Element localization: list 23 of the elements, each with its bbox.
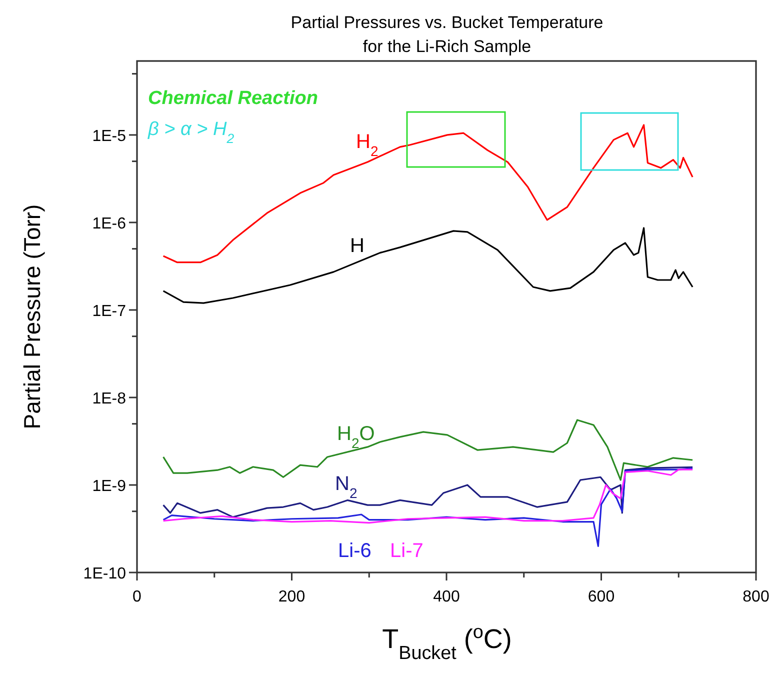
chart-title: Partial Pressures vs. Bucket Temperature for the Li-Rich Sample (290, 13, 604, 56)
annotation: β > α > H$_{2}$ (147, 119, 235, 146)
series-label: H$_{2}$O (337, 423, 375, 451)
x-tick-label: 400 (433, 588, 460, 606)
y-tick-label: 1E-10 (83, 566, 126, 582)
series-label: Li-7 (390, 540, 424, 562)
y-tick-label: 1E-9 (92, 478, 126, 495)
x-tick-label: 200 (278, 588, 306, 606)
y-tick-label: 1E-7 (92, 302, 126, 320)
y-tick-label: 1E-8 (92, 390, 126, 408)
x-tick-label: 800 (742, 588, 770, 606)
annotation: Chemical Reaction (148, 88, 318, 109)
line-series (162, 227, 694, 304)
y-tick-label: 1E-6 (92, 215, 126, 232)
series-label: Li-6 (338, 540, 372, 562)
y-axis-title: Partial Pressure (Torr) (19, 204, 45, 430)
x-axis-title: T$_{Bucket}$ ($^{o}$C) (382, 622, 512, 664)
series-label: N$_{2}$ (335, 473, 358, 501)
series-label: H$_{2}$ (356, 131, 378, 159)
x-tick-label: 600 (588, 588, 615, 606)
x-tick-label: 0 (132, 588, 142, 606)
y-tick-label: 1E-5 (92, 128, 126, 145)
series-label: H (350, 235, 364, 257)
